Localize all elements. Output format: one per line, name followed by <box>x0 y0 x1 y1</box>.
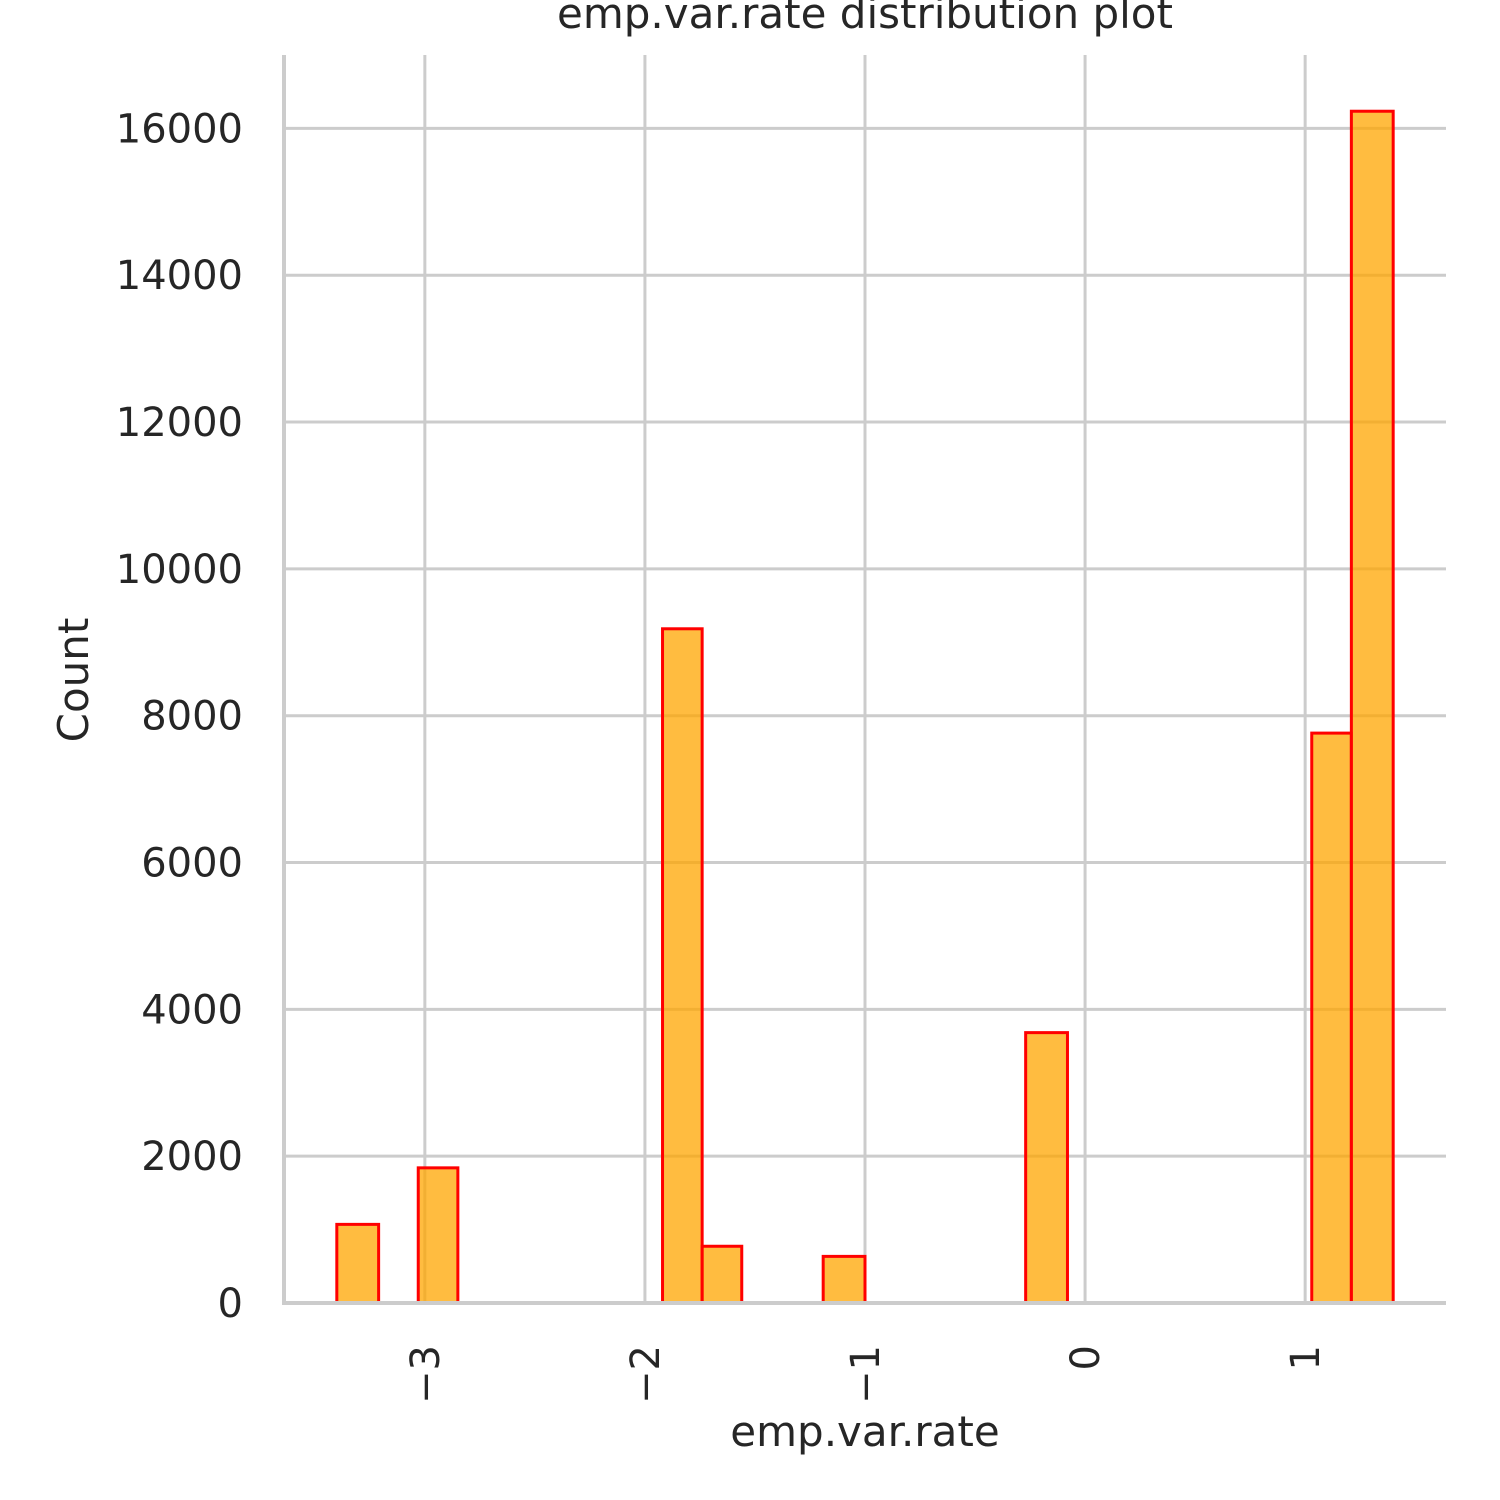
y-tick-label: 10000 <box>116 547 243 593</box>
x-tick-label: 1 <box>1283 1345 1329 1370</box>
y-tick-label: 14000 <box>116 253 243 299</box>
x-tick-label: 0 <box>1063 1345 1109 1370</box>
y-tick-labels: 0 2000 4000 6000 8000 10000 12000 14000 16000 <box>116 106 243 1327</box>
bars <box>335 109 1395 1305</box>
histogram-bar <box>661 627 704 1305</box>
histogram-bar <box>416 1166 460 1305</box>
y-axis-label: Count <box>49 618 98 743</box>
y-tick-label: 4000 <box>141 987 243 1033</box>
x-tick-label: −1 <box>843 1345 889 1404</box>
x-axis-label: emp.var.rate <box>730 1407 999 1456</box>
axes <box>282 55 1446 1305</box>
chart-title: emp.var.rate distribution plot <box>557 0 1173 38</box>
y-tick-label: 2000 <box>141 1134 243 1180</box>
x-tick-labels: −3 −2 −1 0 1 <box>403 1345 1329 1404</box>
histogram-bar <box>335 1222 381 1305</box>
histogram-bar <box>1310 731 1353 1305</box>
y-tick-label: 6000 <box>141 841 243 887</box>
histogram-bar <box>1349 109 1395 1305</box>
y-tick-label: 12000 <box>116 400 243 446</box>
y-tick-label: 8000 <box>141 694 243 740</box>
x-tick-label: −2 <box>623 1345 669 1404</box>
histogram-bar <box>700 1244 744 1305</box>
x-tick-label: −3 <box>403 1345 449 1404</box>
grid-lines <box>284 55 1446 1305</box>
histogram-bar <box>821 1254 867 1305</box>
y-tick-label: 0 <box>218 1281 243 1327</box>
histogram-bar <box>1024 1031 1069 1305</box>
y-tick-label: 16000 <box>116 106 243 152</box>
